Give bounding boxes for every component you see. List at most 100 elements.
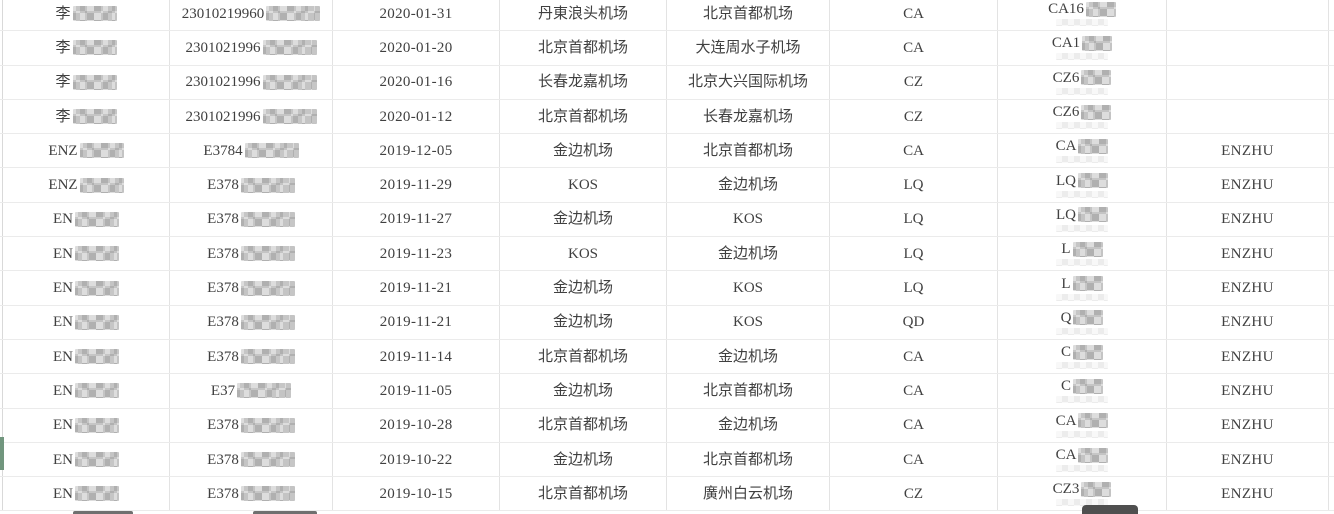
table-row[interactable]: EN E378 2019-11-27 金边机场 KOS LQ LQ ENZHU xyxy=(0,202,1334,238)
cell-airline-code[interactable]: CA xyxy=(830,408,998,442)
cell-departure-airport[interactable]: 金边机场 xyxy=(500,442,667,477)
cell-remark[interactable]: ENZHU xyxy=(1167,408,1329,442)
cell-passenger-name[interactable]: EN xyxy=(3,408,170,442)
table-row[interactable]: EN E37 2019-11-05 金边机场 北京首都机场 CA C ENZHU xyxy=(0,374,1334,409)
cell-id-number[interactable]: 2301021996 xyxy=(170,31,333,65)
cell-flight-number[interactable]: CA16 xyxy=(998,0,1167,31)
cell-flight-date[interactable]: 2019-10-15 xyxy=(333,477,500,511)
cell-remark[interactable]: ENZHU xyxy=(1167,339,1329,374)
cell-remark[interactable]: ENZHU xyxy=(1167,237,1329,271)
cell-flight-number[interactable]: C xyxy=(998,339,1167,374)
cell-arrival-airport[interactable]: 北京首都机场 xyxy=(667,134,830,168)
cell-arrival-airport[interactable]: 金边机场 xyxy=(667,339,830,374)
cell-arrival-airport[interactable]: 北京大兴国际机场 xyxy=(667,65,830,99)
cell-airline-code[interactable]: CA xyxy=(830,31,998,65)
cell-passenger-name[interactable]: 李 xyxy=(3,99,170,134)
cell-departure-airport[interactable]: 长春龙嘉机场 xyxy=(500,65,667,99)
cell-arrival-airport[interactable]: 北京首都机场 xyxy=(667,0,830,31)
cell-passenger-name[interactable]: 李 xyxy=(3,65,170,99)
cell-departure-airport[interactable]: 北京首都机场 xyxy=(500,31,667,65)
cell-departure-airport[interactable]: 金边机场 xyxy=(500,271,667,305)
cell-arrival-airport[interactable]: 长春龙嘉机场 xyxy=(667,99,830,134)
cell-arrival-airport[interactable]: KOS xyxy=(667,271,830,305)
cell-flight-date[interactable]: 2019-12-05 xyxy=(333,134,500,168)
cell-arrival-airport[interactable]: 北京首都机场 xyxy=(667,442,830,477)
cell-passenger-name[interactable]: 李 xyxy=(3,31,170,65)
table-row[interactable]: EN E378 2019-11-23 KOS 金边机场 LQ L ENZHU xyxy=(0,237,1334,272)
cell-arrival-airport[interactable]: 大连周水子机场 xyxy=(667,31,830,65)
cell-arrival-airport[interactable]: KOS xyxy=(667,202,830,237)
cell-airline-code[interactable]: CA xyxy=(830,134,998,168)
cell-airline-code[interactable]: CA xyxy=(830,339,998,374)
cell-remark[interactable]: ENZHU xyxy=(1167,305,1329,339)
cell-flight-number[interactable]: CZ3 xyxy=(998,477,1167,511)
table-row[interactable]: EN E378 2019-10-28 北京首都机场 金边机场 CA CA ENZ… xyxy=(0,408,1334,443)
cell-remark[interactable]: ENZHU xyxy=(1167,271,1329,305)
cell-remark[interactable]: ENZHU xyxy=(1167,134,1329,168)
cell-passenger-name[interactable]: EN xyxy=(3,237,170,271)
cell-passenger-name[interactable]: ENZ xyxy=(3,134,170,168)
cell-flight-number[interactable]: Q xyxy=(998,305,1167,339)
cell-flight-number[interactable]: C xyxy=(998,374,1167,408)
cell-departure-airport[interactable]: KOS xyxy=(500,168,667,202)
cell-id-number[interactable]: 2301021996 xyxy=(170,99,333,134)
cell-flight-number[interactable]: L xyxy=(998,271,1167,305)
cell-airline-code[interactable]: CA xyxy=(830,442,998,477)
cell-departure-airport[interactable]: KOS xyxy=(500,237,667,271)
cell-flight-date[interactable]: 2019-11-23 xyxy=(333,237,500,271)
cell-id-number[interactable]: E378 xyxy=(170,305,333,339)
table-row[interactable]: EN E378 2019-11-21 金边机场 KOS QD Q ENZHU xyxy=(0,305,1334,340)
cell-flight-date[interactable]: 2019-11-21 xyxy=(333,305,500,339)
cell-arrival-airport[interactable]: KOS xyxy=(667,305,830,339)
table-row[interactable]: 李 2301021996 2020-01-20 北京首都机场 大连周水子机场 C… xyxy=(0,31,1334,66)
cell-flight-number[interactable]: CA1 xyxy=(998,31,1167,65)
cell-passenger-name[interactable]: EN xyxy=(3,305,170,339)
cell-remark[interactable]: ENZHU xyxy=(1167,477,1329,511)
cell-flight-date[interactable]: 2019-10-22 xyxy=(333,442,500,477)
cell-flight-number[interactable]: LQ xyxy=(998,168,1167,202)
cell-flight-date[interactable]: 2019-11-21 xyxy=(333,271,500,305)
table-row[interactable]: ENZ E3784 2019-12-05 金边机场 北京首都机场 CA CA E… xyxy=(0,134,1334,169)
cell-passenger-name[interactable]: EN xyxy=(3,202,170,237)
cell-id-number[interactable]: E378 xyxy=(170,477,333,511)
table-row[interactable]: 李 2301021996 2020-01-12 北京首都机场 长春龙嘉机场 CZ… xyxy=(0,99,1334,135)
cell-remark[interactable]: ENZHU xyxy=(1167,202,1329,237)
cell-airline-code[interactable]: QD xyxy=(830,305,998,339)
cell-departure-airport[interactable]: 金边机场 xyxy=(500,134,667,168)
cell-departure-airport[interactable]: 金边机场 xyxy=(500,305,667,339)
cell-id-number[interactable]: E378 xyxy=(170,339,333,374)
cell-passenger-name[interactable]: 李 xyxy=(3,0,170,31)
cell-flight-number[interactable]: CA xyxy=(998,408,1167,442)
table-row[interactable]: 李 23010219960 2020-01-31 丹東浪头机场 北京首都机场 C… xyxy=(0,0,1334,32)
cell-flight-number[interactable]: CZ6 xyxy=(998,99,1167,134)
cell-departure-airport[interactable]: 北京首都机场 xyxy=(500,408,667,442)
table-row[interactable]: EN E378 2019-10-22 金边机场 北京首都机场 CA CA ENZ… xyxy=(0,442,1334,478)
cell-airline-code[interactable]: CZ xyxy=(830,477,998,511)
cell-airline-code[interactable]: LQ xyxy=(830,271,998,305)
cell-id-number[interactable]: E378 xyxy=(170,202,333,237)
cell-remark[interactable]: ENZHU xyxy=(1167,374,1329,408)
cell-passenger-name[interactable]: EN xyxy=(3,442,170,477)
cell-flight-date[interactable]: 2019-10-28 xyxy=(333,408,500,442)
cell-flight-date[interactable]: 2019-11-05 xyxy=(333,374,500,408)
cell-id-number[interactable]: E37 xyxy=(170,374,333,408)
table-row[interactable]: EN E378 2019-11-14 北京首都机场 金边机场 CA C ENZH… xyxy=(0,339,1334,375)
cell-flight-date[interactable]: 2020-01-20 xyxy=(333,31,500,65)
cell-remark[interactable]: ENZHU xyxy=(1167,442,1329,477)
cell-id-number[interactable]: E378 xyxy=(170,168,333,202)
cell-airline-code[interactable]: CZ xyxy=(830,99,998,134)
cell-flight-date[interactable]: 2019-11-27 xyxy=(333,202,500,237)
cell-id-number[interactable]: 23010219960 xyxy=(170,0,333,31)
cell-flight-number[interactable]: L xyxy=(998,237,1167,271)
cell-remark[interactable] xyxy=(1167,65,1329,99)
cell-airline-code[interactable]: CA xyxy=(830,374,998,408)
cell-flight-date[interactable]: 2020-01-12 xyxy=(333,99,500,134)
cell-flight-number[interactable]: CA xyxy=(998,134,1167,168)
table-row[interactable]: ENZ E378 2019-11-29 KOS 金边机场 LQ LQ ENZHU xyxy=(0,168,1334,203)
cell-passenger-name[interactable]: EN xyxy=(3,374,170,408)
cell-departure-airport[interactable]: 金边机场 xyxy=(500,374,667,408)
cell-airline-code[interactable]: CZ xyxy=(830,65,998,99)
cell-airline-code[interactable]: LQ xyxy=(830,202,998,237)
cell-arrival-airport[interactable]: 金边机场 xyxy=(667,408,830,442)
cell-flight-number[interactable]: CA xyxy=(998,442,1167,477)
